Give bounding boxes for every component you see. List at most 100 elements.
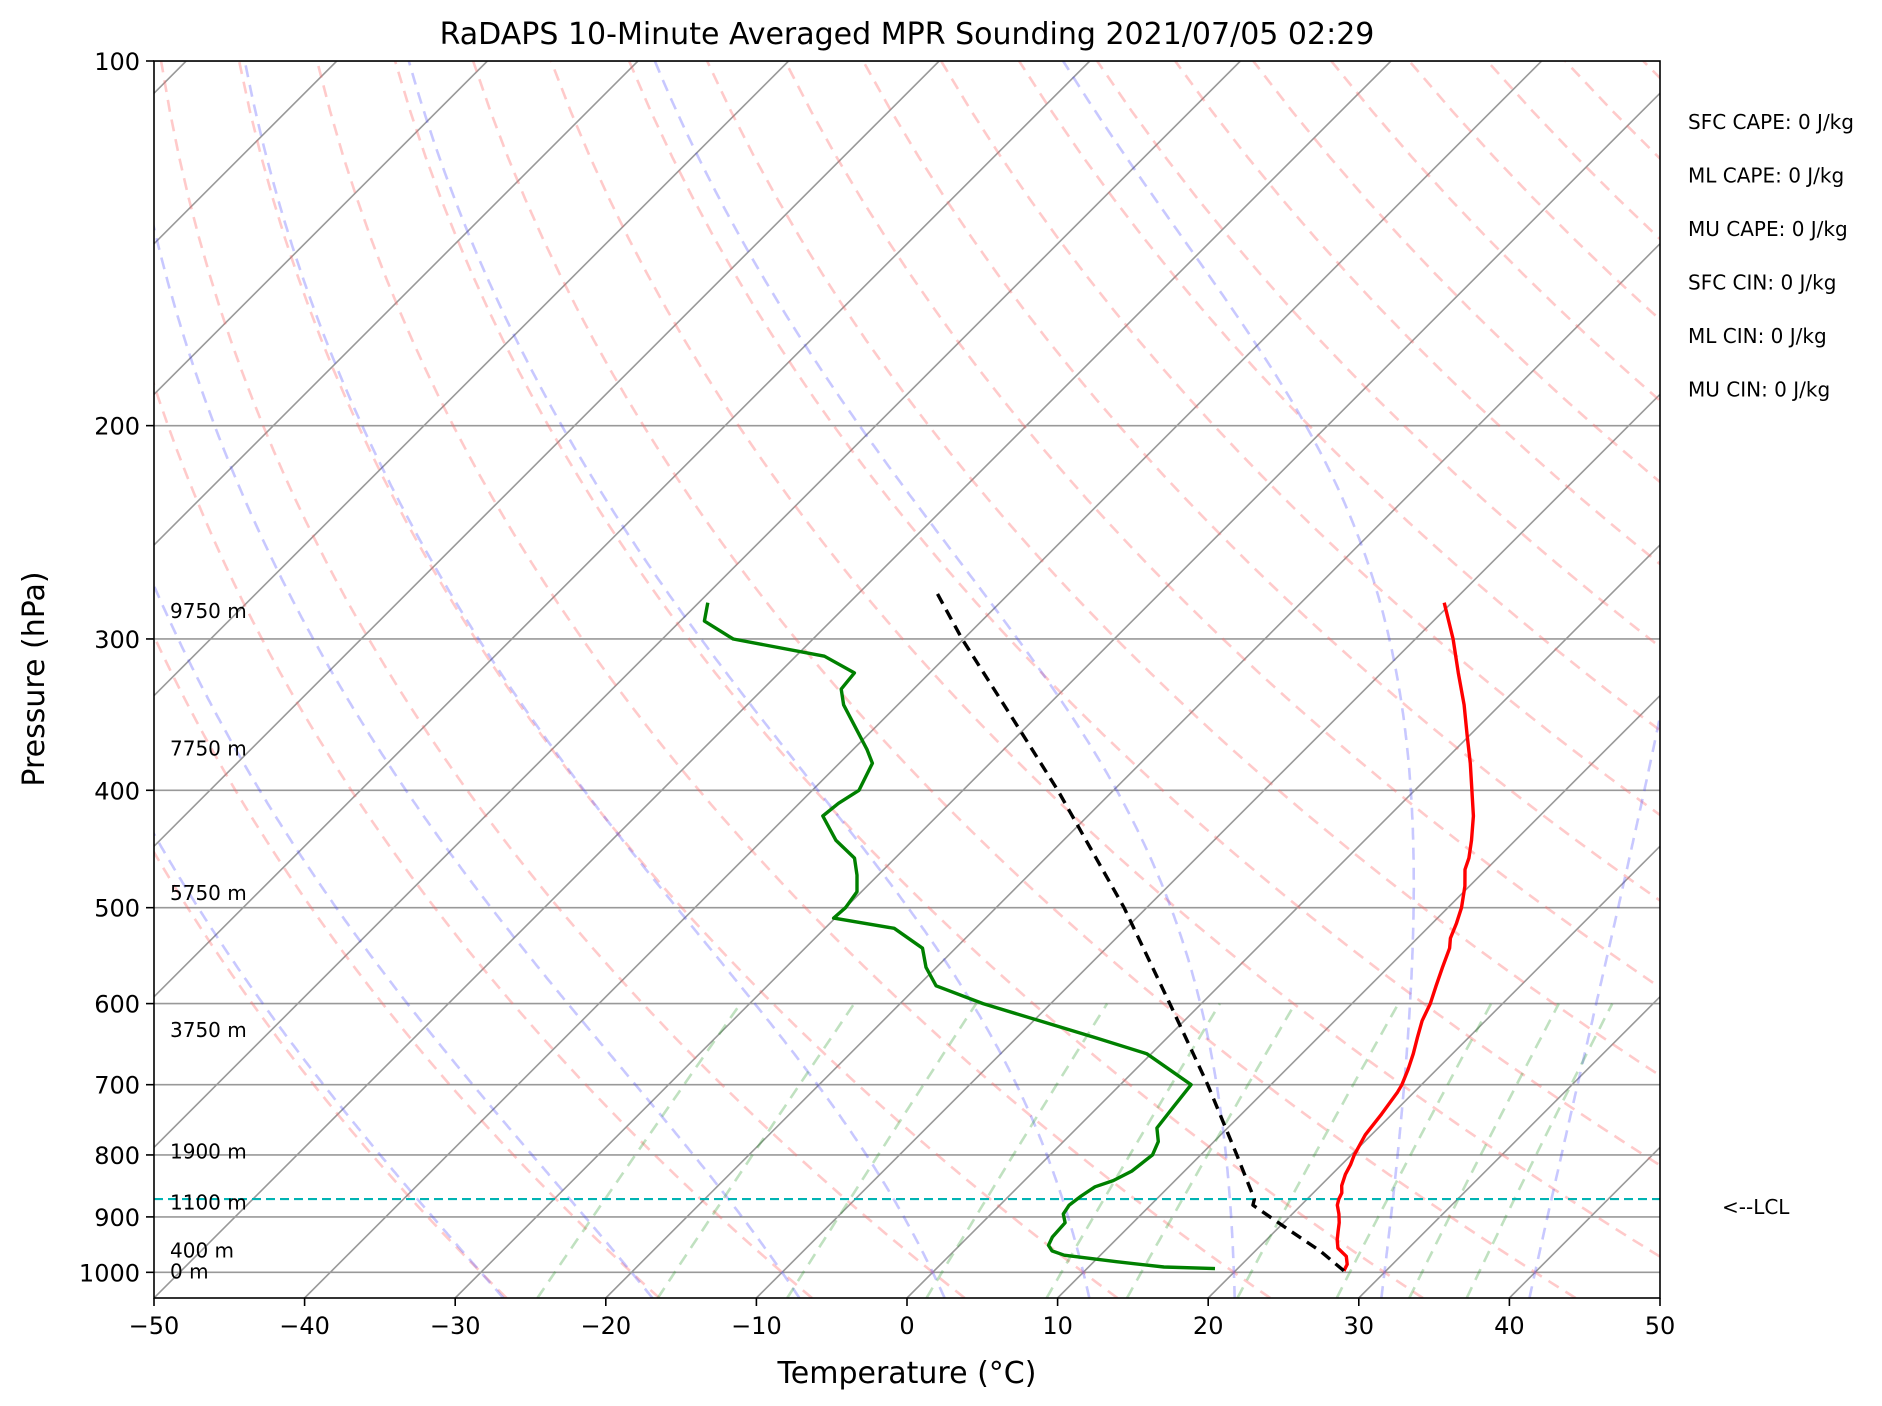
isotherm-line xyxy=(755,393,1660,1298)
temperature-line xyxy=(1335,602,1476,1272)
isotherm-line xyxy=(1207,845,1660,1298)
dry-adiabat-line xyxy=(315,61,1271,1298)
moist-adiabat-line xyxy=(1528,710,1660,1298)
height-label: 400 m xyxy=(170,1238,234,1262)
stability-annotation: ML CIN: 0 J/kg xyxy=(1688,324,1827,348)
x-tick-label: −10 xyxy=(731,1312,782,1340)
height-label: 7750 m xyxy=(170,736,247,760)
dry-adiabat-line xyxy=(939,61,1660,817)
dry-adiabat-line xyxy=(1642,61,1660,80)
y-tick-label: 700 xyxy=(94,1072,140,1100)
moist-adiabat-line xyxy=(154,582,654,1298)
moist-adiabat-line xyxy=(653,61,1236,1298)
x-tick-label: 0 xyxy=(899,1312,914,1340)
stability-annotation: MU CIN: 0 J/kg xyxy=(1688,378,1830,402)
dry-adiabat-line xyxy=(1330,61,1660,403)
dewpoint-line xyxy=(702,602,1216,1271)
mixing-ratio-line xyxy=(1045,1002,1221,1298)
x-axis-label: Temperature (°C) xyxy=(777,1356,1037,1391)
stability-annotation: MU CAPE: 0 J/kg xyxy=(1688,217,1848,241)
moist-adiabat-line xyxy=(154,222,801,1298)
mixing-ratio-line xyxy=(1335,1002,1493,1298)
y-tick-label: 900 xyxy=(94,1204,140,1232)
isotherm-line xyxy=(1659,1296,1660,1298)
dry-adiabat-line xyxy=(393,61,1424,1298)
chart-title: RaDAPS 10-Minute Averaged MPR Sounding 2… xyxy=(440,17,1375,52)
mixing-ratio-line xyxy=(1125,1002,1297,1298)
isotherm-line xyxy=(154,61,1241,1149)
x-axis-ticks: −50 −40 −30 −20 −10 0 10 20 30 40 50 xyxy=(129,1298,1676,1340)
dry-adiabat-line xyxy=(705,61,1660,1078)
y-tick-label: 1000 xyxy=(79,1259,140,1287)
x-tick-label: 30 xyxy=(1344,1312,1375,1340)
dry-adiabat-line xyxy=(1174,61,1660,566)
isotherm-line xyxy=(304,61,1543,1298)
dry-adiabat-line xyxy=(154,849,508,1298)
y-tick-label: 100 xyxy=(94,48,140,76)
x-tick-label: −20 xyxy=(580,1312,631,1340)
x-tick-label: −30 xyxy=(430,1312,481,1340)
height-labels: 9750 m 7750 m 5750 m 3750 m 1900 m 1100 m 400 … xyxy=(170,599,247,1283)
dry-adiabat-line xyxy=(1721,61,1882,1298)
height-label: 3750 m xyxy=(170,1018,247,1042)
dry-adiabat-line xyxy=(1252,61,1660,484)
y-axis-ticks: 100 200 300 400 500 600 700 800 900 1000 xyxy=(79,48,154,1287)
x-tick-label: 40 xyxy=(1494,1312,1525,1340)
isotherm-line xyxy=(154,61,488,396)
height-label: 5750 m xyxy=(170,881,247,905)
x-tick-label: −50 xyxy=(129,1312,180,1340)
dry-adiabat-line xyxy=(471,61,1577,1298)
dry-adiabat-line xyxy=(1096,61,1660,649)
dry-adiabat-line xyxy=(154,380,813,1298)
stability-annotation: SFC CAPE: 0 J/kg xyxy=(1688,110,1854,134)
isotherm-line xyxy=(154,61,940,848)
dry-adiabat-line xyxy=(154,633,661,1298)
stability-annotation: SFC CIN: 0 J/kg xyxy=(1688,271,1836,295)
x-tick-label: 50 xyxy=(1645,1312,1676,1340)
lcl-label: <--LCL xyxy=(1722,1195,1790,1219)
background-grid xyxy=(154,61,1882,1298)
height-label: 0 m xyxy=(170,1259,209,1283)
mixing-ratio-line xyxy=(1236,1002,1400,1298)
dry-adiabat-line xyxy=(159,61,966,1298)
dry-adiabat-line xyxy=(549,61,1660,1259)
y-tick-label: 800 xyxy=(94,1142,140,1170)
isotherm-line xyxy=(906,543,1660,1298)
isotherm-line xyxy=(154,61,1091,998)
dry-adiabat-line xyxy=(1408,61,1660,322)
dry-adiabat-line xyxy=(1018,61,1660,732)
x-tick-label: 20 xyxy=(1193,1312,1224,1340)
moist-adiabat-line xyxy=(154,831,505,1298)
moist-adiabat-line xyxy=(1679,61,1882,1298)
dry-adiabat-line xyxy=(1486,61,1660,241)
height-label: 1900 m xyxy=(170,1139,247,1163)
isotherm-line xyxy=(154,61,639,547)
moist-adiabat-line xyxy=(1829,61,1882,1298)
height-label: 9750 m xyxy=(170,599,247,623)
x-tick-label: −40 xyxy=(279,1312,330,1340)
isotherm-line xyxy=(454,92,1660,1298)
y-axis-label: Pressure (hPa) xyxy=(17,571,52,786)
mixing-ratio-line xyxy=(536,1002,742,1298)
x-tick-label: 10 xyxy=(1042,1312,1073,1340)
moist-adiabat-line xyxy=(243,61,946,1298)
y-tick-label: 200 xyxy=(94,413,140,441)
y-tick-label: 400 xyxy=(94,777,140,805)
moist-adiabat-line xyxy=(1062,61,1416,1298)
height-label: 1100 m xyxy=(170,1190,247,1214)
isotherm-line xyxy=(1057,694,1660,1298)
isotherm-line xyxy=(1508,1146,1660,1298)
isotherm-line xyxy=(154,61,1392,1298)
dry-adiabat-line xyxy=(1564,61,1660,161)
isotherm-line xyxy=(1358,995,1660,1298)
mixing-ratio-line xyxy=(925,1002,1109,1298)
dry-adiabat-line xyxy=(783,61,1660,990)
isotherm-line xyxy=(154,61,790,697)
stability-annotations: SFC CAPE: 0 J/kg ML CAPE: 0 J/kg MU CAPE: … xyxy=(1688,110,1854,402)
dry-adiabat-line xyxy=(627,61,1660,1167)
isotherm-line xyxy=(605,242,1660,1298)
dry-adiabat-line xyxy=(861,61,1660,903)
y-tick-label: 500 xyxy=(94,895,140,923)
parcel-path-line xyxy=(935,592,1345,1273)
